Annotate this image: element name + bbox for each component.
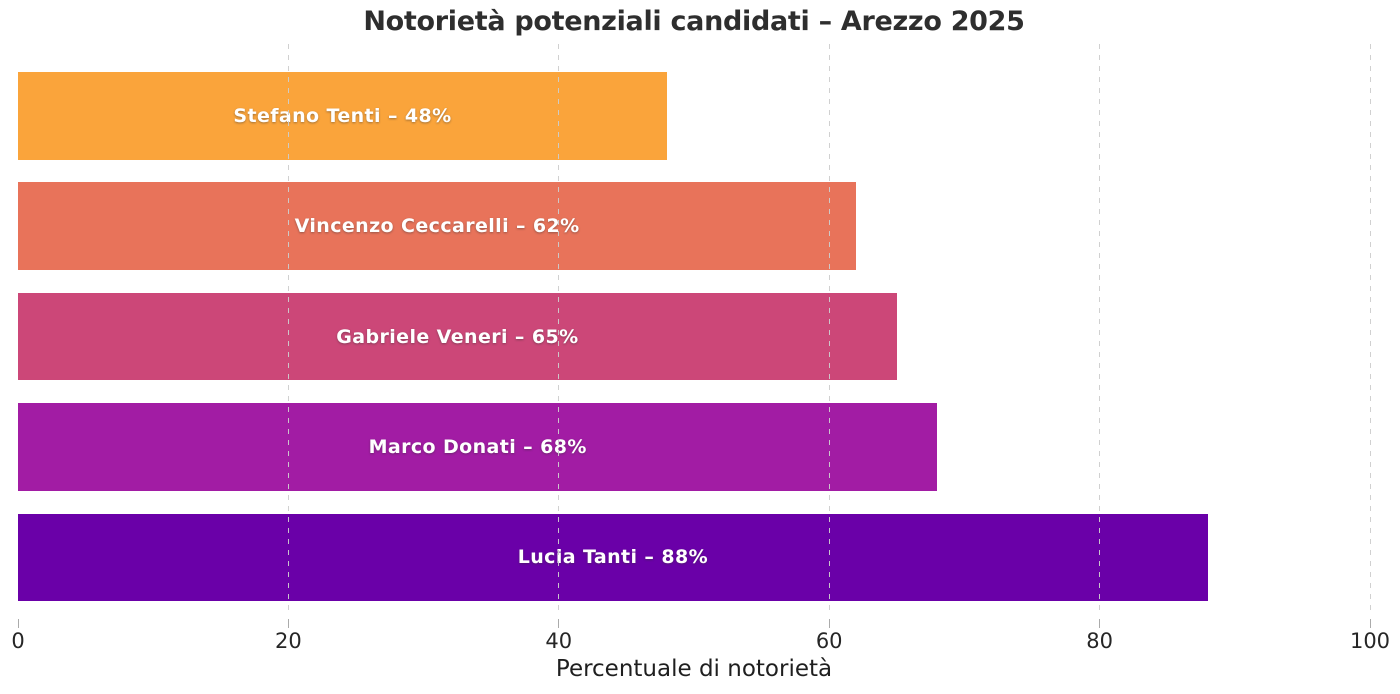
- bar-label: Vincenzo Ceccarelli – 62%: [294, 215, 580, 238]
- chart-title: Notorietà potenziali candidati – Arezzo …: [363, 6, 1025, 37]
- tick-mark-x-20: [287, 619, 289, 628]
- gridline-x-100: [1369, 44, 1371, 614]
- bar-marco-donati: Marco Donati – 68%: [18, 403, 938, 491]
- tick-mark-x-0: [17, 619, 19, 628]
- tick-mark-x-40: [558, 619, 560, 628]
- x-tick-label-60: 60: [815, 629, 843, 653]
- gridline-x-60: [828, 44, 830, 614]
- x-tick-label-40: 40: [545, 629, 573, 653]
- bar-label: Lucia Tanti – 88%: [517, 546, 709, 569]
- bar-vincenzo-ceccarelli: Vincenzo Ceccarelli – 62%: [18, 182, 857, 270]
- tick-mark-x-60: [828, 619, 830, 628]
- x-tick-label-80: 80: [1086, 629, 1113, 653]
- x-tick-label-20: 20: [275, 629, 302, 653]
- tick-mark-x-80: [1099, 619, 1101, 628]
- tick-mark-x-100: [1369, 619, 1371, 628]
- gridline-x-80: [1099, 44, 1101, 614]
- plot-area: Stefano Tenti – 48% Vincenzo Ceccarelli –…: [17, 44, 1371, 628]
- x-tick-label-100: 100: [1349, 629, 1391, 653]
- bar-gabriele-veneri: Gabriele Veneri – 65%: [18, 292, 897, 381]
- bar-label: Marco Donati – 68%: [368, 435, 587, 458]
- bar-stefano-tenti: Stefano Tenti – 48%: [18, 72, 667, 160]
- gridline-x-40: [558, 44, 560, 614]
- bar-label: Gabriele Veneri – 65%: [336, 325, 579, 348]
- x-tick-label-0: 0: [11, 629, 25, 653]
- gridline-x-20: [287, 44, 289, 614]
- bar-lucia-tanti: Lucia Tanti – 88%: [18, 513, 1208, 602]
- bar-label: Stefano Tenti – 48%: [233, 104, 452, 127]
- x-axis-label: Percentuale di notorietà: [555, 656, 833, 682]
